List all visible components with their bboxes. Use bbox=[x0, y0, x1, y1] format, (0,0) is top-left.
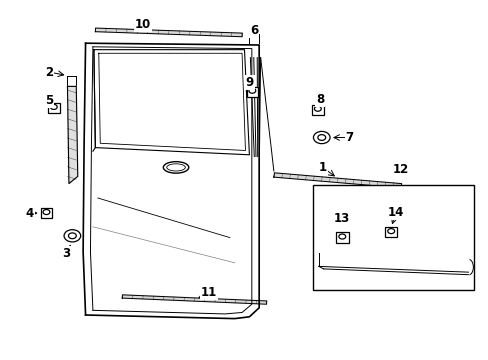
Polygon shape bbox=[273, 173, 401, 188]
Text: 7: 7 bbox=[345, 131, 353, 144]
Text: 14: 14 bbox=[387, 206, 404, 219]
Polygon shape bbox=[67, 86, 78, 184]
Text: 1: 1 bbox=[318, 161, 326, 174]
Bar bbox=[48, 103, 60, 113]
Text: 4: 4 bbox=[25, 207, 33, 220]
Bar bbox=[41, 208, 52, 218]
Bar bbox=[246, 87, 257, 97]
Text: 3: 3 bbox=[62, 247, 70, 260]
Text: 6: 6 bbox=[250, 24, 258, 37]
Text: 5: 5 bbox=[45, 94, 53, 107]
Ellipse shape bbox=[166, 164, 185, 171]
Bar bbox=[311, 105, 323, 115]
Bar bbox=[385, 227, 396, 237]
Text: 10: 10 bbox=[135, 18, 151, 31]
Text: 11: 11 bbox=[201, 286, 217, 299]
Polygon shape bbox=[122, 295, 266, 304]
Text: 13: 13 bbox=[333, 212, 350, 225]
Text: 2: 2 bbox=[45, 66, 53, 78]
Ellipse shape bbox=[163, 162, 188, 173]
Text: 12: 12 bbox=[392, 163, 408, 176]
Bar bbox=[312, 185, 473, 290]
Text: 8: 8 bbox=[316, 93, 324, 106]
Text: 9: 9 bbox=[245, 76, 253, 89]
Bar bbox=[335, 232, 348, 243]
Polygon shape bbox=[95, 28, 242, 37]
Polygon shape bbox=[318, 253, 468, 266]
